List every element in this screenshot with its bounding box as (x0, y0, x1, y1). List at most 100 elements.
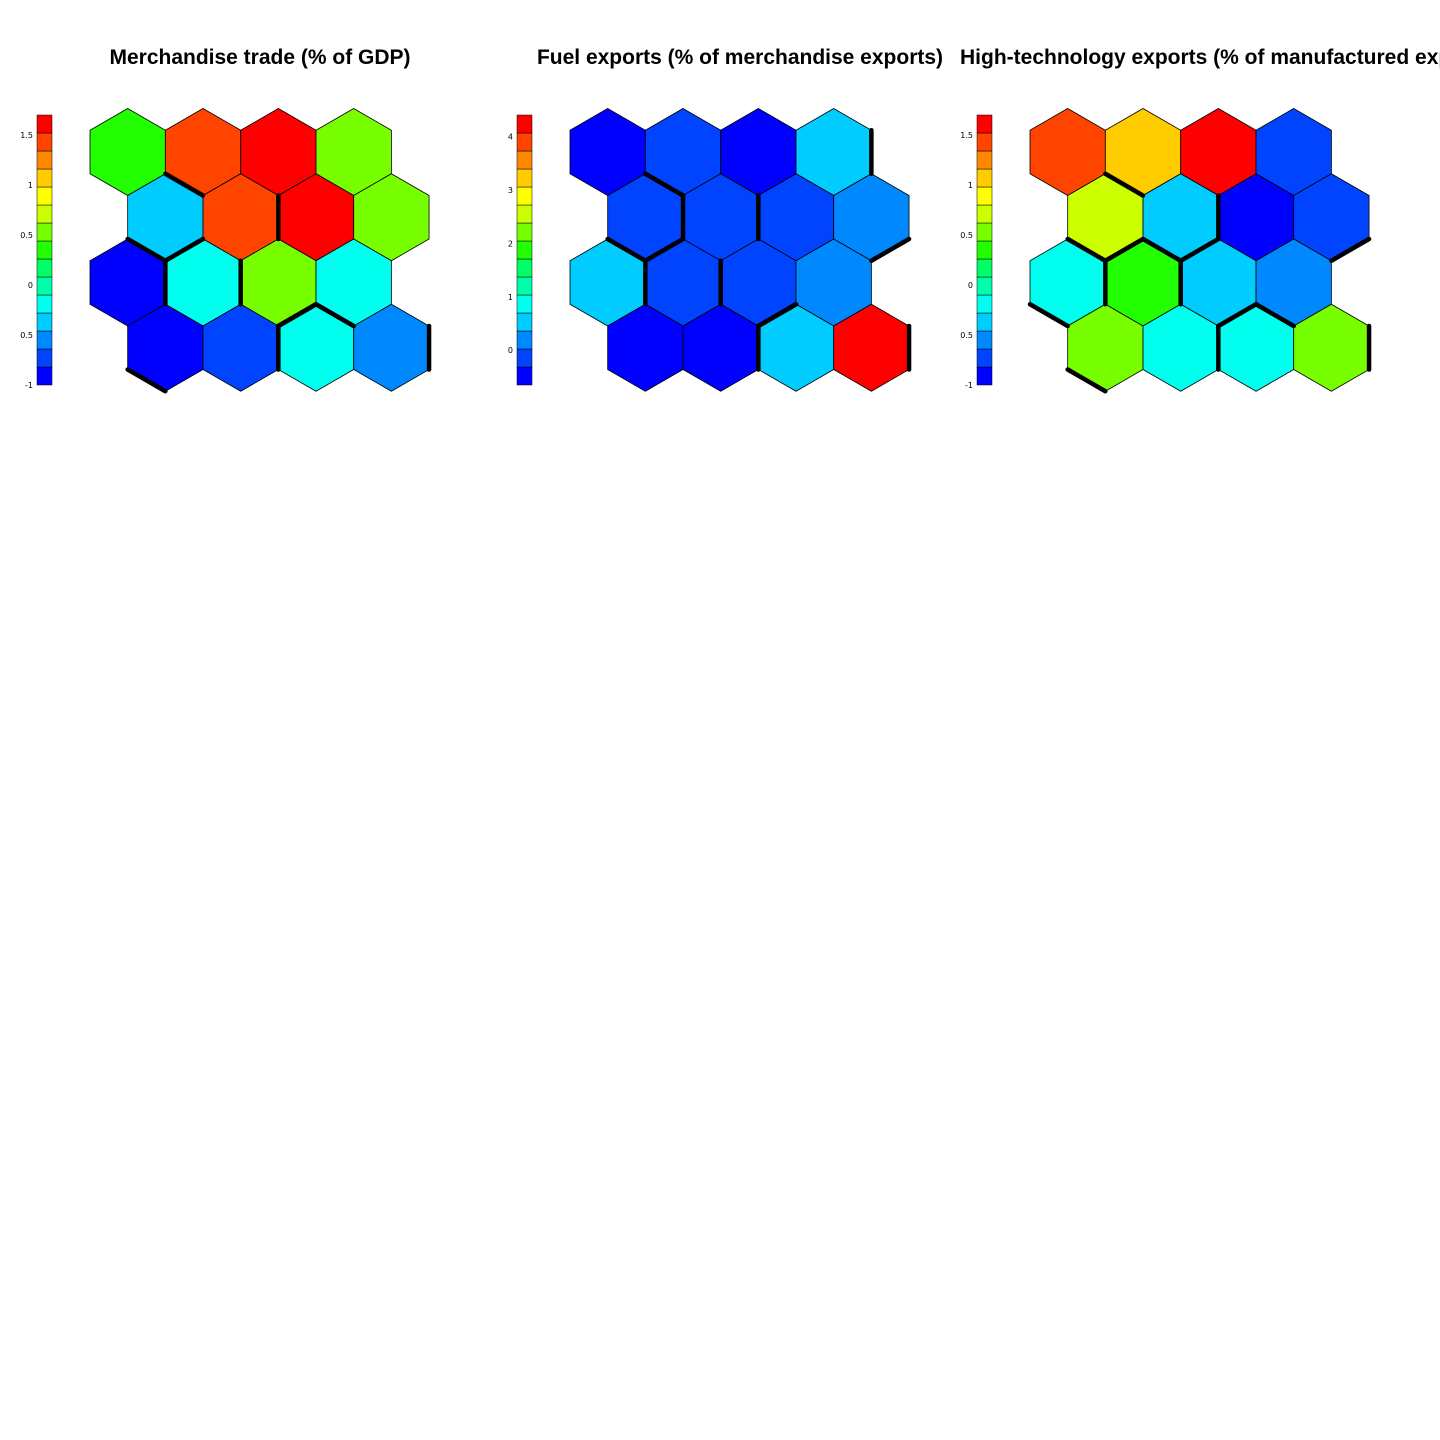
color-key-tick-label: 1.5 (20, 131, 33, 140)
color-key: 1.5 1 0.5 0 -0.5 -1 (960, 114, 993, 390)
cluster-boundary-edge (1065, 367, 1108, 394)
color-key-swatch (516, 294, 533, 314)
cluster-boundary-edge (1329, 236, 1372, 263)
cluster-boundary-edge (1103, 236, 1146, 263)
color-key-swatch (516, 240, 533, 260)
cluster-boundaries (1027, 171, 1372, 394)
color-key-swatch (36, 222, 53, 242)
color-key-tick-label: 2 (508, 239, 513, 248)
cluster-boundary-edge (276, 302, 319, 329)
color-key-swatch (36, 240, 53, 260)
cluster-boundary-edge (313, 302, 356, 329)
chart-svg-fuel-exports: 4 3 2 1 0 (508, 108, 912, 392)
color-key-swatch (36, 150, 53, 170)
hex-cells (89, 108, 430, 392)
cluster-boundary-edge (1253, 302, 1296, 329)
color-key-swatch (976, 258, 993, 278)
cluster-boundaries (605, 128, 912, 372)
cluster-boundary-edge (163, 236, 206, 263)
color-key-swatch (36, 276, 53, 296)
cluster-boundary-edge (1103, 171, 1146, 198)
panel-fuel-exports: 4 3 2 1 0 Fuel exports (% of merchandise exp… (500, 0, 980, 420)
color-key-swatch (36, 168, 53, 188)
color-key-swatch (976, 132, 993, 152)
color-key-swatch (976, 366, 993, 386)
color-key-tick-label: 0 (968, 281, 973, 290)
cluster-boundary-edge (1178, 236, 1221, 263)
cluster-boundary-edge (1065, 236, 1108, 263)
chart-svg-merchandise-trade: 1.5 1 0.5 0 -0.5 -1 (20, 108, 432, 394)
color-key-swatch (976, 240, 993, 260)
color-key-tick-label: 4 (508, 132, 513, 141)
cluster-boundary-edge (163, 171, 206, 198)
color-key-tick-label: 0 (28, 281, 33, 290)
color-key-swatch (976, 222, 993, 242)
chart-svg-high-technology-exports: 1.5 1 0.5 0 -0.5 -1 (960, 108, 1372, 394)
color-key-swatch (976, 276, 993, 296)
color-key-swatch (516, 132, 533, 152)
color-key-swatch (516, 330, 533, 350)
panel-merchandise-trade: 1.5 1 0.5 0 -0.5 -1 Merchandise trade (% of G… (20, 0, 500, 420)
cluster-boundary-edge (125, 367, 168, 394)
color-key-swatch (976, 204, 993, 224)
cluster-boundary-edge (1027, 302, 1070, 329)
color-key-swatch (36, 186, 53, 206)
color-key-swatch (516, 204, 533, 224)
chart-title: Merchandise trade (% of GDP) (109, 46, 411, 69)
color-key-swatch (976, 114, 993, 134)
color-key-swatch (976, 330, 993, 350)
cluster-boundary-edge (605, 236, 648, 263)
color-key-tick-label: 1.5 (960, 131, 973, 140)
color-key-tick-label: 0 (508, 346, 513, 355)
cluster-boundary-edge (125, 236, 168, 263)
color-key-swatch (36, 330, 53, 350)
color-key-swatch (976, 186, 993, 206)
color-key-swatch (516, 276, 533, 296)
color-key-swatch (36, 348, 53, 368)
color-key-swatch (36, 204, 53, 224)
color-key: 1.5 1 0.5 0 -0.5 -1 (20, 114, 53, 390)
color-key-swatch (516, 348, 533, 368)
color-key-swatch (36, 366, 53, 386)
cluster-boundary-edge (643, 236, 686, 263)
panel-high-technology-exports: 1.5 1 0.5 0 -0.5 -1 High-technology exports (… (960, 0, 1440, 420)
color-key-swatch (516, 258, 533, 278)
cluster-boundaries (125, 171, 432, 394)
color-key-tick-label: 1 (968, 181, 973, 190)
chart-title: Fuel exports (% of merchandise exports) (536, 46, 944, 69)
color-key-tick-label: -1 (25, 381, 33, 390)
cluster-boundary-edge (756, 302, 799, 329)
color-key-swatch (516, 150, 533, 170)
cluster-boundary-edge (643, 171, 686, 198)
hex-cells (569, 108, 910, 392)
color-key-tick-label: -1 (965, 381, 973, 390)
color-key-swatch (36, 312, 53, 332)
color-key-swatch (516, 168, 533, 188)
color-key-swatch (516, 312, 533, 332)
color-key-swatch (36, 114, 53, 134)
color-key-tick-label: 3 (508, 186, 513, 195)
chart-title: High-technology exports (% of manufactur… (960, 46, 1440, 69)
color-key-swatch (516, 114, 533, 134)
color-key-swatch (516, 366, 533, 386)
color-key-tick-label: 1 (28, 181, 33, 190)
color-key-tick-label: 1 (508, 293, 513, 302)
color-key-tick-label: 0.5 (20, 231, 33, 240)
cluster-boundary-edge (1140, 236, 1183, 263)
color-key-swatch (976, 294, 993, 314)
color-key-swatch (516, 186, 533, 206)
color-key-tick-label: 0.5 (960, 231, 973, 240)
color-key-swatch (36, 132, 53, 152)
color-key-swatch (976, 312, 993, 332)
color-key-swatch (36, 258, 53, 278)
color-key-swatch (976, 168, 993, 188)
color-key-swatch (976, 348, 993, 368)
color-key: 4 3 2 1 0 (508, 114, 533, 386)
color-key-tick-label: -0.5 (20, 331, 33, 340)
cluster-boundary-edge (869, 236, 912, 263)
cluster-boundary-edge (1216, 302, 1259, 329)
color-key-swatch (976, 150, 993, 170)
color-key-swatch (36, 294, 53, 314)
color-key-tick-label: -0.5 (960, 331, 973, 340)
color-key-swatch (516, 222, 533, 242)
